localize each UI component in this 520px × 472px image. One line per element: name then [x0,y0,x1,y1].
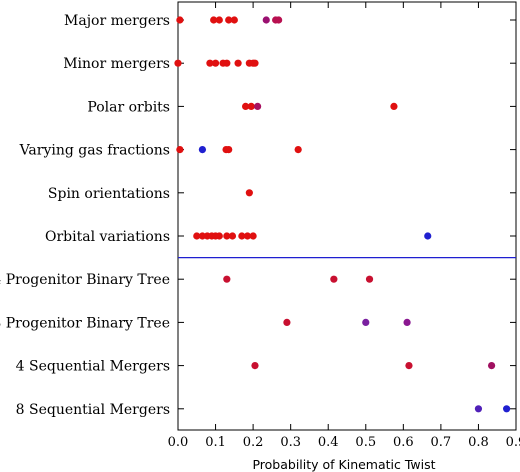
data-point [294,146,302,154]
data-point [251,59,259,67]
data-point [225,16,233,24]
data-point [424,232,432,240]
x-tick-label: 0.6 [393,435,414,450]
data-point [262,16,270,24]
x-tick-label: 0.0 [168,435,189,450]
category-label: Polar orbits [87,99,170,115]
data-point [223,59,231,67]
data-point [210,16,218,24]
data-point [215,16,223,24]
data-point [247,102,255,110]
plot-frame [177,1,517,431]
data-point [403,318,411,326]
data-point [215,232,223,240]
x-tick-label: 0.2 [243,435,264,450]
data-point [223,275,231,283]
x-tick-label: 0.5 [355,435,376,450]
category-label: 4 Progenitor Binary Tree [0,272,170,288]
data-point [176,146,184,154]
category-label: Varying gas fractions [19,143,170,159]
data-point [249,232,257,240]
data-point [254,102,262,110]
data-point [474,405,483,413]
data-point [225,146,233,154]
category-label: Orbital variations [45,229,170,245]
category-label: 8 Progenitor Binary Tree [0,315,170,331]
data-point [243,232,252,240]
data-point [365,275,374,283]
data-point [193,232,201,240]
data-point [174,59,182,67]
x-tick-label: 0.8 [468,435,489,450]
category-label: 8 Sequential Mergers [16,402,170,418]
category-label: Major mergers [64,13,170,29]
data-point [330,275,338,283]
data-point [198,146,207,154]
data-point [503,405,511,413]
data-point [251,362,259,370]
data-point [176,16,184,24]
data-point [283,318,291,326]
category-label: 4 Sequential Mergers [16,359,170,375]
data-point [245,189,253,197]
data-point [405,362,413,370]
x-tick-label: 0.7 [431,435,452,450]
x-tick-label: 0.4 [318,435,339,450]
data-point [228,232,237,240]
data-point [242,102,250,110]
data-point [275,16,283,24]
x-tick-label: 0.3 [280,435,301,450]
x-axis-label: Probability of Kinematic Twist [252,457,435,472]
data-point [234,59,242,67]
category-label: Spin orientations [48,186,170,202]
data-point [238,232,246,240]
data-point [390,102,398,110]
data-point [487,362,496,370]
x-tick-label: 0.1 [205,435,226,450]
data-point [230,16,238,24]
data-point [211,59,220,67]
x-tick-label: 0.9 [506,435,520,450]
data-point [362,318,370,326]
category-label: Minor mergers [63,56,170,72]
data-point [206,59,214,67]
data-point [223,232,231,240]
